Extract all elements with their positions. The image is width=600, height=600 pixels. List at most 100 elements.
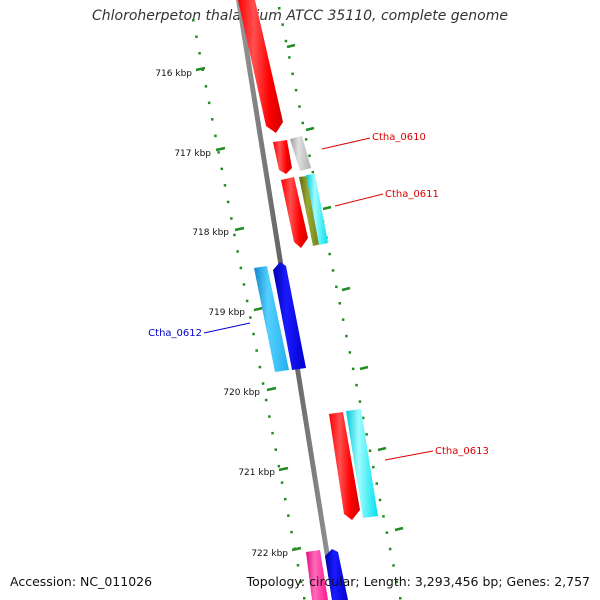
inner-minor-tick-27	[277, 464, 281, 468]
outer-minor-tick-28	[372, 465, 375, 469]
outer-minor-tick-35	[395, 580, 399, 584]
tick-label-717: 717 kbp	[174, 149, 211, 159]
tick-label-716: 716 kbp	[155, 69, 192, 79]
outer-major-tick-1	[286, 43, 296, 49]
outer-minor-tick-20	[345, 334, 348, 338]
inner-minor-tick-22	[261, 382, 265, 385]
major-tick-718	[234, 226, 245, 232]
tick-label-720: 720 kbp	[223, 388, 260, 398]
outer-minor-tick-0	[278, 7, 281, 10]
major-tick-722	[291, 546, 302, 552]
gene-arrow-red-717[interactable]	[273, 140, 292, 174]
outer-minor-tick-7	[301, 121, 304, 125]
major-tick-719	[253, 306, 264, 312]
inner-minor-tick-18	[249, 316, 252, 319]
leader-ctha-0610	[321, 137, 371, 150]
genome-summary-text: Topology: circular; Length: 3,293,456 bp…	[246, 574, 590, 589]
inner-minor-tick-35	[303, 597, 306, 600]
gene-arrow-top-red[interactable]	[238, 0, 283, 133]
inner-minor-tick-25	[271, 431, 274, 435]
inner-minor-tick-30	[287, 514, 290, 517]
outer-minor-tick-24	[358, 400, 362, 403]
inner-minor-tick-7	[214, 134, 217, 138]
gene-arrow-red-720[interactable]	[329, 412, 360, 520]
outer-minor-tick-15	[328, 252, 331, 256]
gene-ctha-0611[interactable]	[306, 174, 328, 245]
inner-minor-tick-31	[290, 530, 293, 534]
inner-minor-tick-9	[220, 167, 223, 171]
inner-minor-tick-21	[258, 365, 262, 369]
outer-minor-tick-18	[338, 302, 341, 305]
outer-minor-tick-10	[311, 170, 315, 174]
outer-minor-tick-1	[281, 23, 284, 26]
inner-minor-tick-17	[245, 299, 249, 303]
inner-minor-tick-24	[268, 415, 271, 418]
outer-minor-tick-9	[308, 154, 311, 157]
inner-minor-tick-8	[217, 151, 220, 154]
inner-minor-tick-34	[299, 580, 303, 583]
gene-arrow-red-718[interactable]	[281, 177, 308, 248]
outer-minor-tick-30	[378, 498, 382, 502]
gene-label-ctha-0611[interactable]: Ctha_0611	[385, 189, 439, 200]
outer-minor-tick-2	[284, 39, 288, 43]
outer-major-tick-7	[394, 526, 404, 532]
gene-ctha-0612[interactable]	[254, 266, 289, 372]
gene-arrow-blue-719[interactable]	[273, 262, 306, 370]
outer-minor-tick-34	[392, 564, 395, 567]
outer-minor-tick-21	[348, 351, 352, 354]
gene-leader-lines	[203, 137, 434, 461]
inner-minor-tick-0	[192, 19, 195, 22]
outer-major-tick-2	[305, 126, 315, 132]
gene-label-ctha-0613[interactable]: Ctha_0613	[435, 446, 489, 457]
outer-minor-tick-36	[399, 597, 402, 600]
inner-minor-tick-33	[296, 564, 300, 567]
outer-minor-tick-16	[331, 269, 335, 272]
inner-minor-tick-11	[226, 200, 230, 204]
inner-minor-tick-20	[255, 349, 258, 352]
gene-features	[238, 0, 378, 600]
gene-ctha-0610[interactable]	[290, 136, 311, 171]
inner-minor-tick-19	[252, 332, 255, 336]
major-tick-717	[215, 146, 226, 152]
outer-minor-tick-33	[388, 547, 392, 551]
inner-minor-tick-16	[242, 283, 246, 286]
inner-minor-tick-12	[230, 217, 233, 220]
outer-minor-tick-5	[294, 88, 298, 92]
tick-label-718: 718 kbp	[192, 228, 229, 238]
outer-minor-tick-4	[291, 72, 294, 76]
inner-minor-tick-5	[207, 101, 211, 105]
gene-label-ctha-0610[interactable]: Ctha_0610	[372, 132, 426, 143]
outer-minor-tick-32	[385, 531, 389, 534]
outer-major-tick-3	[322, 205, 332, 211]
leader-ctha-0613	[384, 450, 434, 461]
outer-major-tick-6	[377, 446, 387, 452]
inner-minor-tick-14	[236, 250, 239, 253]
map-title: Chloroherpeton thalassium ATCC 35110, co…	[92, 8, 508, 24]
inner-minor-tick-2	[198, 52, 201, 55]
accession-text: Accession: NC_011026	[10, 574, 153, 589]
gene-arrow-blue-722[interactable]	[325, 549, 348, 600]
inner-minor-tick-23	[264, 398, 268, 402]
gene-ctha-0611-olive[interactable]	[299, 176, 321, 246]
outer-minor-tick-26	[365, 433, 368, 436]
outer-minor-tick-3	[288, 56, 291, 59]
tick-label-719: 719 kbp	[208, 308, 245, 318]
inner-minor-tick-1	[195, 35, 198, 38]
outer-major-tick-4	[341, 286, 351, 292]
outer-major-tick-5	[359, 365, 369, 371]
inner-minor-tick-10	[223, 184, 227, 187]
leader-ctha-0611	[334, 193, 384, 207]
gene-ctha-0613[interactable]	[346, 409, 378, 518]
inner-minor-tick-13	[233, 233, 236, 237]
tick-label-721: 721 kbp	[238, 468, 275, 478]
outer-minor-tick-17	[335, 285, 338, 289]
major-tick-721	[278, 466, 289, 472]
major-tick-720	[266, 386, 277, 392]
major-tick-716	[195, 66, 206, 72]
inner-minor-tick-15	[239, 266, 243, 270]
inner-minor-tick-26	[274, 448, 277, 451]
gene-label-ctha-0612[interactable]: Ctha_0612	[148, 328, 202, 339]
gene-arrow-magenta-722[interactable]	[306, 550, 328, 600]
